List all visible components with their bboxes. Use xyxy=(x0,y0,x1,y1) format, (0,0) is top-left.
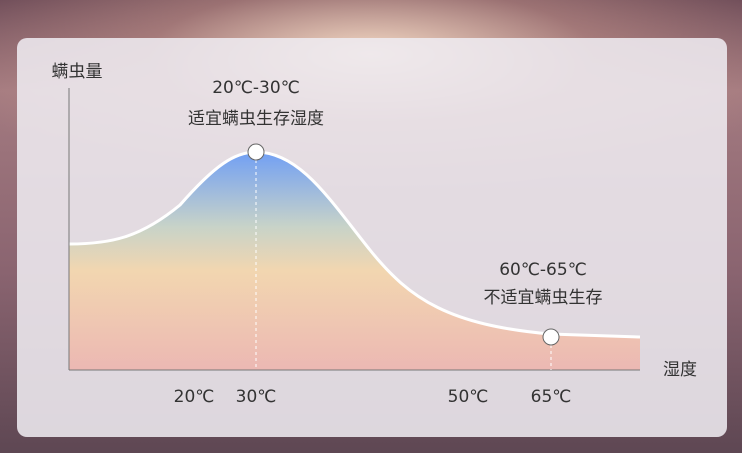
x-axis-label: 湿度 xyxy=(663,360,697,380)
annotation-text: 适宜螨虫生存湿度 xyxy=(188,109,324,129)
curve xyxy=(68,150,641,339)
x-tick-label: 20℃ xyxy=(174,387,215,407)
area xyxy=(69,152,640,370)
x-tick-label: 65℃ xyxy=(531,387,572,407)
x-tick-label: 50℃ xyxy=(448,387,489,407)
marker xyxy=(542,328,560,346)
y-axis-label: 螨虫量 xyxy=(52,62,103,82)
annotation-text: 不适宜螨虫生存 xyxy=(484,288,603,308)
x-tick-label: 30℃ xyxy=(236,387,277,407)
marker xyxy=(247,143,265,161)
annotation-range: 20℃-30℃ xyxy=(212,78,300,98)
annotation-range: 60℃-65℃ xyxy=(499,260,587,280)
